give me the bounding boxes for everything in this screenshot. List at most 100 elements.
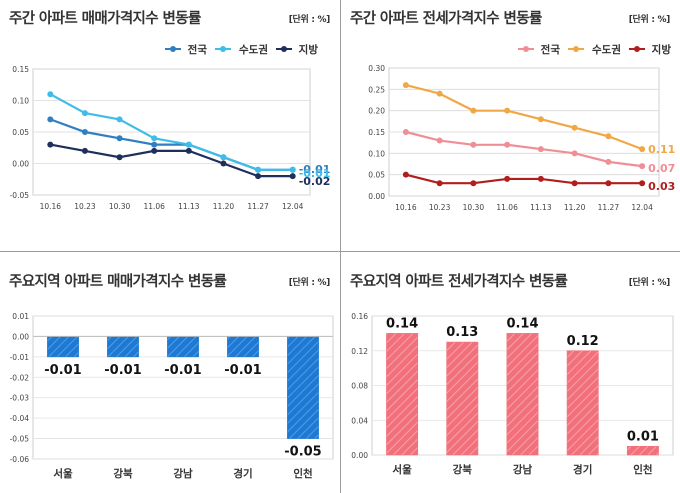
y-tick-label: -0.02 [10,373,30,382]
end-value-label: -0.01 [299,167,331,180]
data-point [151,135,158,142]
x-tick-label: 11.06 [143,202,165,211]
bar [506,333,539,456]
data-point [255,173,262,180]
data-point [504,141,511,148]
x-tick-label: 11.27 [598,203,620,212]
x-category-label: 경기 [233,467,252,480]
y-tick-label: 0.15 [12,65,29,74]
data-point [289,173,296,180]
data-point [402,129,409,135]
unit-label: [단위 : %] [288,15,331,25]
data-point [639,146,646,153]
bar-chart-region-sale: 0.01 0.00 -0.01 -0.02 -0.03 -0.04 -0.05 -0.06 -0… [10,312,334,480]
y-tick-label: -0.01 [10,353,30,362]
x-tick-label: 11.13 [178,202,200,211]
data-point [605,180,612,187]
x-tick-label: 11.20 [564,203,586,212]
bar [566,350,599,456]
series-line [405,84,643,151]
data-point [185,147,192,154]
bar-value-label: 0.12 [567,334,599,349]
series-line [405,173,643,185]
panel-weekly-jeonse: 주간 아파트 전세가격지수 변동률 [단위 : %] 0.30 0.25 0.20 0… [341,0,680,251]
x-tick-label: 12.04 [631,203,653,212]
data-point [402,82,409,89]
end-value-label: 0.07 [648,162,675,175]
end-value-label: 0.11 [648,143,675,156]
bar [47,336,79,358]
legend-label: 수도권 [239,44,268,56]
bar [167,336,199,358]
bar-chart-region-jeonse: 0.16 0.12 0.08 0.04 0.00 0.14 서울 0.13 강북 0.14 강남 0.… [351,312,674,476]
y-tick-label: 0.00 [12,332,29,341]
legend-label: 전국 [188,43,208,56]
x-tick-label: 11.13 [530,203,552,212]
data-point [185,141,192,148]
legend-label: 지방 [299,43,319,56]
data-point [116,154,123,161]
x-tick-label: 11.20 [213,202,235,211]
bar-value-label: -0.01 [104,363,141,378]
bar [446,341,479,456]
bar [227,336,259,358]
panel-title: 주요지역 아파트 매매가격지수 변동률 [9,274,227,290]
bar-value-label: -0.01 [164,363,201,378]
data-point [605,158,612,165]
x-tick-label: 10.16 [40,202,62,211]
bar [386,333,419,456]
data-point [47,91,54,98]
x-category-label: 강북 [113,467,133,480]
panel-title: 주간 아파트 매매가격지수 변동률 [9,11,201,27]
y-tick-label: 0.10 [12,97,29,106]
data-point [116,116,123,123]
x-category-label: 경기 [573,463,592,476]
end-value-label: -0.02 [299,175,331,188]
vertical-divider [340,0,341,493]
panel-header: 주간 아파트 전세가격지수 변동률 [단위 : %] [341,0,680,34]
bar [626,446,659,456]
data-point [639,163,646,170]
bar-value-label: -0.01 [224,363,261,378]
data-point [151,147,158,154]
data-point [81,129,88,135]
horizontal-divider [0,251,680,252]
legend-label: 수도권 [592,44,621,56]
panel-header: 주간 아파트 매매가격지수 변동률 [단위 : %] [0,0,340,34]
data-point [151,141,158,148]
y-tick-label: -0.06 [10,455,30,464]
x-category-label: 강남 [513,463,533,476]
panel-title: 주간 아파트 전세가격지수 변동률 [350,11,542,27]
data-point [436,180,443,187]
x-tick-label: 10.23 [429,203,451,212]
data-point [220,160,227,167]
data-point [470,180,477,187]
panel-header: 주요지역 아파트 전세가격지수 변동률 [단위 : %] [341,252,680,290]
y-tick-label: 0.30 [368,64,385,73]
x-category-label: 강북 [453,463,473,476]
data-point [504,107,511,114]
x-tick-label: 11.27 [247,202,269,211]
legend-marker [573,46,579,52]
panel-header: 주요지역 아파트 매매가격지수 변동률 [단위 : %] [0,252,340,290]
panel-region-jeonse: 주요지역 아파트 전세가격지수 변동률 [단위 : %] 0.16 0.12 0.0… [341,252,680,493]
x-category-label: 서울 [392,463,412,476]
unit-label: [단위 : %] [628,15,671,25]
legend-label: 지방 [652,43,672,56]
y-tick-label: 0.05 [12,128,29,137]
data-point [47,141,54,148]
data-point [537,175,544,182]
legend-marker [634,46,640,52]
data-point [537,116,544,123]
bar [287,336,319,439]
data-point [116,135,123,142]
data-point [436,137,443,144]
data-point [402,171,409,178]
panel-region-sale: 주요지역 아파트 매매가격지수 변동률 [단위 : %] 0.01 0.00 -0.… [0,252,340,493]
y-tick-label: 0.16 [351,312,368,321]
y-tick-label: 0.25 [368,85,385,94]
legend-marker [523,46,529,52]
y-tick-label: 0.20 [368,107,385,116]
panel-weekly-sale: 주간 아파트 매매가격지수 변동률 [단위 : %] 0.15 0.10 0.05 0… [0,0,340,251]
y-tick-label: -0.03 [10,394,30,403]
